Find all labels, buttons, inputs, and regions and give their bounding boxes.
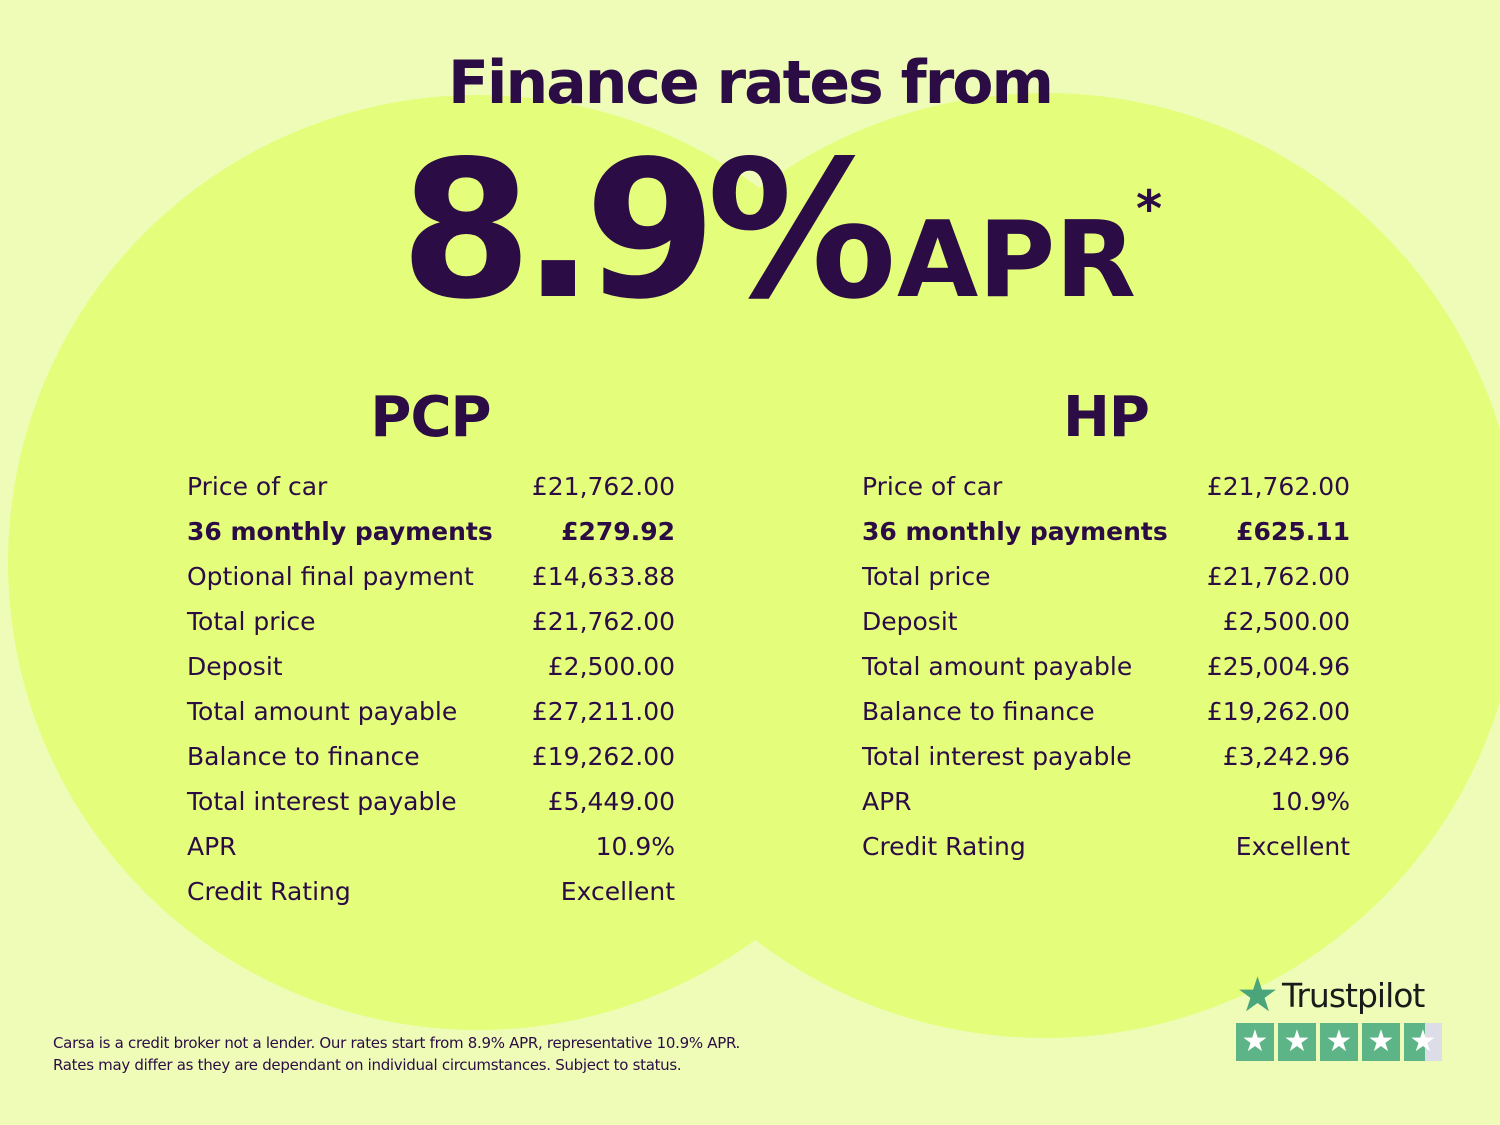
trustpilot-badge: ★ Trustpilot ★ ★ ★ ★ ★ [1236, 967, 1442, 1061]
row-label: Balance to finance [187, 742, 420, 771]
table-row: Total interest payable £3,242.96 [862, 734, 1350, 779]
rating-star-icon: ★ [1236, 1023, 1274, 1061]
rating-star-icon: ★ [1320, 1023, 1358, 1061]
row-value: £21,762.00 [531, 472, 675, 501]
rating-star-icon: ★ [1362, 1023, 1400, 1061]
table-row: 36 monthly payments £625.11 [862, 509, 1350, 554]
row-label: Total amount payable [187, 697, 458, 726]
table-row: Credit Rating Excellent [187, 869, 675, 914]
row-value: 10.9% [595, 832, 675, 861]
headline: Finance rates from [447, 48, 1054, 118]
table-row: Total amount payable £27,211.00 [187, 689, 675, 734]
rate-value: 8.9% [400, 120, 897, 341]
trustpilot-star-icon: ★ [1236, 967, 1279, 1023]
rate-asterisk: * [1136, 180, 1163, 238]
row-value: £2,500.00 [1222, 607, 1350, 636]
rating-star-icon: ★ [1278, 1023, 1316, 1061]
row-label: Price of car [187, 472, 328, 501]
row-label: Deposit [862, 607, 958, 636]
table-row: Deposit £2,500.00 [862, 599, 1350, 644]
hp-table: HP Price of car £21,762.00 36 monthly paym… [862, 385, 1350, 869]
row-label: APR [862, 787, 912, 816]
row-value: £27,211.00 [531, 697, 675, 726]
row-label: Total price [187, 607, 316, 636]
row-value: £625.11 [1236, 517, 1350, 546]
table-row: Total amount payable £25,004.96 [862, 644, 1350, 689]
row-label: Total price [862, 562, 991, 591]
hp-title: HP [1063, 385, 1150, 450]
table-row: Price of car £21,762.00 [862, 464, 1350, 509]
row-value: £25,004.96 [1206, 652, 1350, 681]
row-label: Optional final payment [187, 562, 474, 591]
row-value: £21,762.00 [531, 607, 675, 636]
row-value: Excellent [1235, 832, 1350, 861]
table-row: Total price £21,762.00 [187, 599, 675, 644]
right-circle-decoration [570, 93, 1500, 1038]
trustpilot-rating: ★ ★ ★ ★ ★ [1236, 1023, 1442, 1061]
table-row: Total interest payable £5,449.00 [187, 779, 675, 824]
pcp-title: PCP [370, 385, 491, 450]
table-row: APR 10.9% [862, 779, 1350, 824]
row-value: £19,262.00 [531, 742, 675, 771]
rating-half-star-icon: ★ [1404, 1023, 1442, 1061]
table-row: Price of car £21,762.00 [187, 464, 675, 509]
row-label: Total interest payable [187, 787, 457, 816]
row-label: Credit Rating [862, 832, 1026, 861]
table-row: Deposit £2,500.00 [187, 644, 675, 689]
row-value: £279.92 [561, 517, 675, 546]
row-value: Excellent [560, 877, 675, 906]
row-value: £21,762.00 [1206, 562, 1350, 591]
row-label: APR [187, 832, 237, 861]
disclaimer-line-2: Rates may differ as they are dependant o… [53, 1056, 682, 1074]
table-row: Credit Rating Excellent [862, 824, 1350, 869]
row-value: £3,242.96 [1222, 742, 1350, 771]
row-value: 10.9% [1270, 787, 1350, 816]
row-value: £14,633.88 [531, 562, 675, 591]
row-label: Total amount payable [862, 652, 1133, 681]
row-label: Price of car [862, 472, 1003, 501]
rate-unit: APR [896, 199, 1137, 321]
pcp-table: PCP Price of car £21,762.00 36 monthly pay… [187, 385, 675, 914]
table-row: Balance to finance £19,262.00 [862, 689, 1350, 734]
table-row: 36 monthly payments £279.92 [187, 509, 675, 554]
row-label: 36 monthly payments [187, 517, 493, 546]
row-value: £2,500.00 [547, 652, 675, 681]
table-row: Total price £21,762.00 [862, 554, 1350, 599]
row-label: Deposit [187, 652, 283, 681]
row-label: Credit Rating [187, 877, 351, 906]
row-value: £19,262.00 [1206, 697, 1350, 726]
row-value: £5,449.00 [547, 787, 675, 816]
table-row: Balance to finance £19,262.00 [187, 734, 675, 779]
row-label: Balance to finance [862, 697, 1095, 726]
row-label: 36 monthly payments [862, 517, 1168, 546]
disclaimer: Carsa is a credit broker not a lender. O… [53, 1032, 740, 1076]
disclaimer-line-1: Carsa is a credit broker not a lender. O… [53, 1034, 740, 1052]
table-row: APR 10.9% [187, 824, 675, 869]
trustpilot-name: Trustpilot [1282, 975, 1425, 1015]
table-row: Optional final payment £14,633.88 [187, 554, 675, 599]
row-label: Total interest payable [862, 742, 1132, 771]
rate-display: 8.9%APR* [400, 120, 1162, 341]
row-value: £21,762.00 [1206, 472, 1350, 501]
